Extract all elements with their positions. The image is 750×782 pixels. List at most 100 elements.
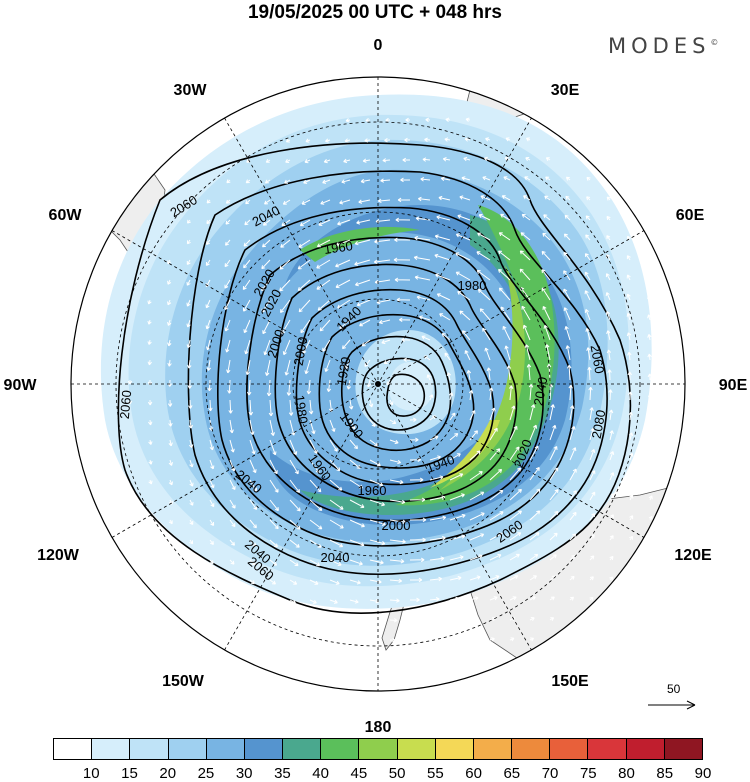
wind-arrow xyxy=(609,430,614,441)
wind-arrow xyxy=(168,519,173,525)
wind-arrow xyxy=(468,389,474,401)
wind-arrow xyxy=(298,239,311,248)
wind-arrow xyxy=(309,559,321,567)
wind-arrow xyxy=(289,459,299,475)
wind-arrow xyxy=(309,459,320,474)
wind-arrow xyxy=(489,596,498,601)
wind-arrow xyxy=(349,479,363,489)
wind-arrow xyxy=(227,379,232,394)
wind-arrow xyxy=(399,317,411,323)
wind-arrow xyxy=(225,219,231,225)
wind-arrow xyxy=(189,499,194,506)
wind-arrow xyxy=(589,596,594,601)
wind-arrow xyxy=(167,399,173,407)
wind-arrow xyxy=(476,269,491,281)
wind-arrow xyxy=(309,579,319,585)
wind-arrow xyxy=(410,637,416,643)
wind-arrow xyxy=(389,479,404,485)
colorbar-tick-label: 55 xyxy=(427,765,444,782)
wind-arrow xyxy=(301,199,311,205)
colorbar-tick-label: 65 xyxy=(503,765,521,782)
wind-arrow xyxy=(365,118,371,123)
wind-arrow xyxy=(249,479,257,492)
wind-arrow xyxy=(396,297,411,303)
lon-label-0: 0 xyxy=(374,37,383,54)
wind-arrow xyxy=(167,339,172,347)
wind-arrow xyxy=(329,599,338,604)
wind-arrow xyxy=(400,177,411,183)
wind-arrow xyxy=(469,430,478,441)
colorbar-tick-label: 10 xyxy=(82,765,100,782)
wind-arrow xyxy=(264,199,271,205)
wind-arrow xyxy=(469,657,475,662)
wind-arrow xyxy=(243,319,251,334)
wind-arrow xyxy=(464,137,471,142)
wind-arrow xyxy=(147,359,152,366)
wind-arrow xyxy=(449,493,465,501)
wind-arrow xyxy=(409,457,421,463)
wind-arrow xyxy=(309,439,318,454)
wind-arrow xyxy=(289,439,298,456)
wind-arrow xyxy=(147,399,153,406)
wind-arrow xyxy=(148,459,153,465)
wind-arrow xyxy=(426,374,431,381)
wind-arrow xyxy=(457,214,471,221)
reference-vector xyxy=(648,700,696,710)
wind-arrow xyxy=(368,399,374,408)
wind-arrow xyxy=(589,534,595,541)
wind-arrow xyxy=(498,287,511,301)
wind-arrow xyxy=(397,197,411,203)
wind-arrow xyxy=(188,439,194,449)
wind-arrow xyxy=(469,471,483,481)
wind-arrow xyxy=(429,657,435,663)
wind-arrow xyxy=(289,579,298,585)
wind-arrow xyxy=(626,255,631,261)
wind-arrow xyxy=(297,279,311,291)
wind-arrow xyxy=(416,295,431,301)
wind-arrow xyxy=(606,215,611,221)
wind-arrow xyxy=(449,555,464,561)
wind-arrow xyxy=(289,519,301,530)
wind-arrow xyxy=(626,312,631,321)
wind-arrow xyxy=(434,253,451,261)
wind-arrow xyxy=(563,233,571,241)
wind-arrow xyxy=(435,273,451,281)
wind-arrow xyxy=(127,379,133,385)
wind-arrow xyxy=(409,437,419,443)
wind-arrow xyxy=(349,419,356,430)
contour-2020 xyxy=(217,206,575,547)
wind-arrow xyxy=(189,459,194,468)
wind-arrow xyxy=(509,575,519,581)
wind-arrow xyxy=(289,559,299,567)
wind-arrow xyxy=(549,596,555,601)
wind-arrow xyxy=(459,310,471,321)
map-title: 19/05/2025 00 UTC + 048 hrs xyxy=(247,2,503,23)
wind-arrow xyxy=(648,434,653,441)
wind-arrow xyxy=(484,347,491,361)
wind-arrow xyxy=(529,445,539,461)
wind-arrow xyxy=(342,339,351,350)
wind-arrow xyxy=(345,118,351,123)
wind-arrow xyxy=(189,479,194,487)
wind-arrow xyxy=(318,219,331,226)
colorbar-tick-label: 40 xyxy=(312,765,329,782)
wind-arrow xyxy=(229,419,234,434)
wind-arrow xyxy=(369,658,375,663)
wind-arrow xyxy=(549,554,557,561)
wind-arrow xyxy=(316,239,331,248)
wind-arrow xyxy=(480,195,491,201)
wind-arrow xyxy=(469,554,483,561)
wind-arrow xyxy=(589,513,596,521)
wind-arrow xyxy=(563,251,571,261)
wind-arrow xyxy=(605,292,611,301)
wind-arrow xyxy=(349,559,363,566)
wind-arrow xyxy=(667,355,672,361)
wind-arrow xyxy=(224,299,231,311)
wind-arrow xyxy=(628,432,634,441)
wind-arrow xyxy=(229,539,235,546)
wind-arrow xyxy=(498,232,511,241)
wind-arrow xyxy=(455,252,471,261)
wind-arrow xyxy=(449,637,456,642)
wind-arrow xyxy=(229,499,236,509)
wind-arrow xyxy=(186,239,191,245)
